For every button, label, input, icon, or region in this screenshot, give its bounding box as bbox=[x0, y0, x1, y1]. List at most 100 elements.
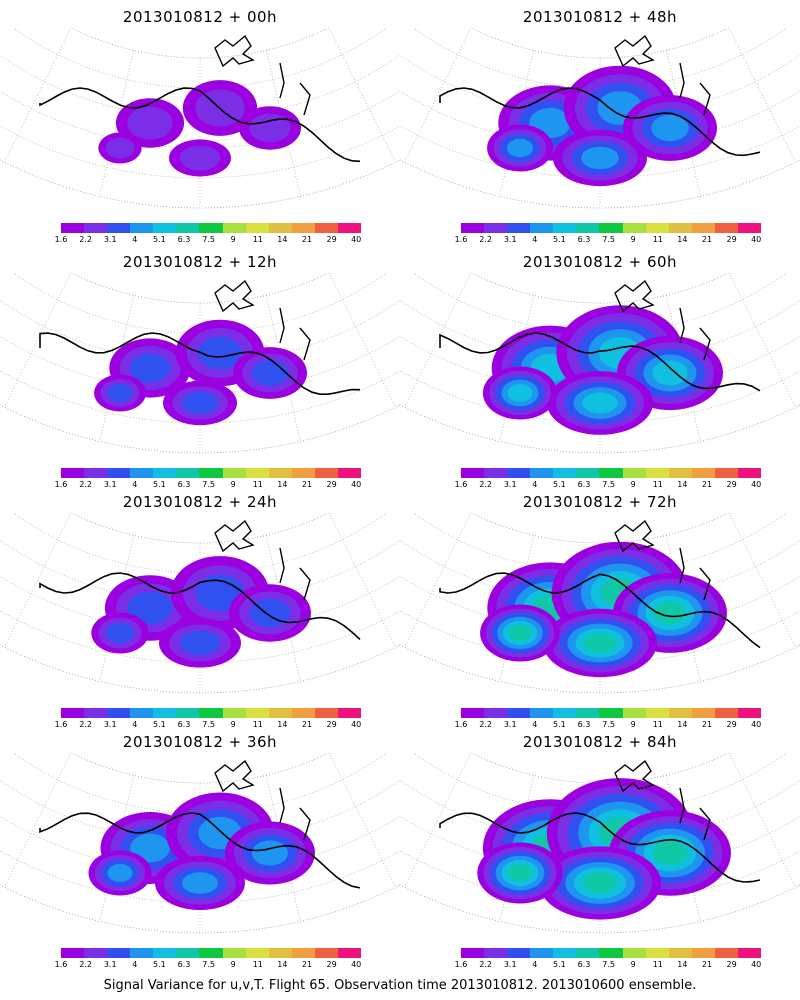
colorbar-swatch bbox=[268, 223, 292, 233]
colorbar-tick-label: 4 bbox=[532, 480, 538, 489]
colorbar-ticks: 1.6 2.2 3.1 4 5.1 6.3 7.5 9 11 14 21 29 40 bbox=[55, 960, 362, 970]
variance-contour bbox=[182, 872, 218, 894]
colorbar-swatch bbox=[153, 468, 177, 478]
colorbar-swatch bbox=[484, 708, 508, 718]
graticule-meridian bbox=[665, 295, 701, 442]
colorbar-tick-label: 3.1 bbox=[103, 960, 117, 969]
colorbar-swatch bbox=[199, 223, 223, 233]
map-panel: 2013010812 + 60h 1.6 2.2 3.1 4 5.1 6.3 7.5 9 11 14… bbox=[400, 245, 800, 490]
colorbar-swatch bbox=[153, 223, 177, 233]
graticule-meridian bbox=[265, 50, 301, 197]
coastline bbox=[39, 87, 361, 163]
variance-contour bbox=[252, 840, 288, 866]
colorbar-tick-label: 6.3 bbox=[577, 480, 591, 489]
colorbar-swatch bbox=[461, 468, 485, 478]
variance-contour bbox=[582, 392, 618, 414]
polar-map bbox=[0, 273, 400, 454]
variance-contour bbox=[197, 336, 243, 370]
map-panel: 2013010812 + 48h 1.6 2.2 3.1 4 5.1 6.3 7.5 9 11 14… bbox=[400, 0, 800, 245]
variance-contour bbox=[581, 146, 619, 170]
variance-contour bbox=[652, 360, 688, 386]
colorbar-tick-label: 2.2 bbox=[79, 960, 92, 969]
colorbar bbox=[61, 468, 362, 478]
coastline bbox=[39, 812, 361, 889]
graticule-meridian bbox=[265, 295, 301, 442]
colorbar-swatch bbox=[622, 223, 646, 233]
coastline bbox=[439, 812, 761, 883]
colorbar-tick-label: 5.1 bbox=[553, 720, 566, 729]
colorbar-swatch bbox=[107, 468, 131, 478]
colorbar-swatch bbox=[645, 223, 669, 233]
colorbar-swatch bbox=[553, 468, 577, 478]
colorbar-tick-label: 3.1 bbox=[103, 480, 117, 489]
colorbar-ticks: 1.6 2.2 3.1 4 5.1 6.3 7.5 9 11 14 21 29 40 bbox=[55, 235, 362, 245]
map-panel: 2013010812 + 12h 1.6 2.2 3.1 4 5.1 6.3 7.5 9 11 14… bbox=[0, 245, 400, 490]
colorbar-tick-label: 2.2 bbox=[479, 960, 492, 969]
colorbar-tick-label: 29 bbox=[726, 235, 737, 244]
colorbar bbox=[461, 468, 762, 478]
colorbar-swatch bbox=[61, 468, 85, 478]
colorbar-tick-label: 14 bbox=[277, 235, 288, 244]
colorbar-swatch bbox=[645, 708, 669, 718]
arctic-islands bbox=[614, 759, 711, 841]
colorbar-tick-label: 7.5 bbox=[602, 960, 615, 969]
graticule-latitude bbox=[412, 273, 788, 334]
variance-contour bbox=[251, 360, 289, 386]
variance-contour bbox=[105, 137, 135, 159]
arctic-islands bbox=[214, 34, 311, 116]
colorbar-swatch bbox=[291, 948, 315, 958]
colorbar-tick-label: 3.1 bbox=[503, 480, 517, 489]
colorbar-swatch bbox=[84, 948, 108, 958]
colorbar-tick-label: 29 bbox=[726, 480, 737, 489]
graticule-latitude bbox=[412, 28, 788, 89]
colorbar-swatch bbox=[314, 223, 338, 233]
graticule-latitude bbox=[12, 273, 388, 334]
coastline bbox=[439, 332, 761, 392]
colorbar-tick-label: 9 bbox=[630, 235, 636, 244]
colorbar-swatch bbox=[176, 468, 200, 478]
colorbar-swatch bbox=[599, 468, 623, 478]
colorbar-swatch bbox=[737, 948, 762, 958]
colorbar bbox=[461, 948, 762, 958]
colorbar-tick-label: 21 bbox=[701, 480, 713, 489]
colorbar-swatch bbox=[484, 468, 508, 478]
colorbar-swatch bbox=[599, 948, 623, 958]
variance-contour bbox=[652, 840, 688, 866]
colorbar-swatch bbox=[337, 468, 362, 478]
colorbar-tick-label: 40 bbox=[751, 960, 762, 969]
colorbar-tick-label: 4 bbox=[132, 235, 138, 244]
colorbar-tick-label: 1.6 bbox=[54, 720, 68, 729]
colorbar-swatch bbox=[691, 948, 715, 958]
graticule-meridian bbox=[4, 28, 72, 163]
colorbar-tick-label: 21 bbox=[301, 235, 313, 244]
colorbar-tick-label: 4 bbox=[132, 960, 138, 969]
colorbar-swatch bbox=[737, 708, 762, 718]
variance-contour bbox=[508, 624, 532, 642]
colorbar-swatch bbox=[668, 223, 692, 233]
colorbar-tick-label: 9 bbox=[630, 960, 636, 969]
graticule-latitude bbox=[0, 850, 400, 904]
graticule-latitude bbox=[12, 753, 388, 814]
colorbar-tick-label: 5.1 bbox=[153, 235, 166, 244]
colorbar-tick-label: 3.1 bbox=[503, 235, 517, 244]
colorbar-tick-label: 29 bbox=[326, 235, 337, 244]
variance-contour bbox=[651, 114, 689, 142]
colorbar-tick-label: 21 bbox=[701, 235, 713, 244]
panel-title: 2013010812 + 60h bbox=[522, 253, 678, 271]
colorbar-swatch bbox=[599, 708, 623, 718]
colorbar-tick-label: 40 bbox=[351, 480, 362, 489]
colorbar-tick-label: 2.2 bbox=[79, 235, 92, 244]
colorbar-swatch bbox=[461, 223, 485, 233]
colorbar-tick-label: 5.1 bbox=[553, 235, 566, 244]
colorbar-swatch bbox=[668, 468, 692, 478]
polar-map bbox=[400, 28, 800, 209]
colorbar-tick-label: 1.6 bbox=[454, 720, 468, 729]
colorbar-ticks: 1.6 2.2 3.1 4 5.1 6.3 7.5 9 11 14 21 29 40 bbox=[55, 720, 362, 730]
colorbar-tick-label: 2.2 bbox=[79, 480, 92, 489]
colorbar-tick-label: 29 bbox=[326, 480, 337, 489]
colorbar-ticks: 1.6 2.2 3.1 4 5.1 6.3 7.5 9 11 14 21 29 40 bbox=[455, 960, 762, 970]
colorbar-swatch bbox=[245, 468, 269, 478]
colorbar-tick-label: 14 bbox=[677, 960, 688, 969]
colorbar-tick-label: 29 bbox=[326, 720, 337, 729]
colorbar-swatch bbox=[668, 708, 692, 718]
